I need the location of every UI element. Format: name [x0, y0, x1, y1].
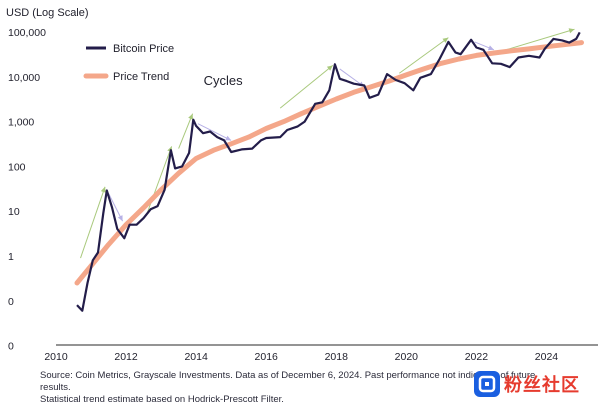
x-tick-label: 2018 [325, 351, 349, 363]
x-tick-label: 2014 [184, 351, 208, 363]
y-tick-label: 0 [8, 341, 14, 353]
cycle-up-arrow [80, 186, 106, 259]
cycle-down-arrow-head [487, 45, 494, 51]
y-tick-label: 1 [8, 251, 14, 263]
y-axis-title: USD (Log Scale) [6, 7, 89, 19]
y-tick-label: 100,000 [8, 27, 46, 39]
y-tick-label: 10,000 [8, 72, 40, 84]
x-tick-label: 2020 [395, 351, 419, 363]
y-tick-label: 0 [8, 296, 14, 308]
source-line-1: Source: Coin Metrics, Grayscale Investme… [40, 370, 536, 393]
x-tick-labels: 2010 2012 2014 2016 2018 2020 2022 2024 [44, 351, 558, 363]
cycle-up-arrow [399, 37, 449, 74]
y-tick-label: 1,000 [8, 117, 34, 129]
legend: Bitcoin Price Price Trend [83, 43, 174, 83]
cycle-up-arrow-head [326, 65, 333, 71]
x-tick-label: 2012 [114, 351, 138, 363]
x-tick-label: 2010 [44, 351, 68, 363]
watermark-logo-icon [474, 371, 500, 397]
x-tick-label: 2022 [465, 351, 489, 363]
legend-label-bitcoin-price: Bitcoin Price [113, 43, 174, 55]
y-tick-label: 10 [8, 206, 20, 218]
watermark-text: 粉丝社区 [504, 375, 580, 396]
x-tick-label: 2024 [535, 351, 559, 363]
cycle-up-arrow [279, 64, 334, 109]
cycle-up-arrow-head [100, 186, 106, 193]
legend-label-price-trend: Price Trend [113, 71, 169, 83]
price-trend-line [74, 40, 584, 286]
cycle-down-arrow-head [117, 215, 123, 222]
y-tick-label: 100 [8, 161, 26, 173]
cycle-arrows [80, 28, 575, 259]
cycle-down-arrow-head [225, 135, 232, 141]
source-line-2: Statistical trend estimate based on Hodr… [40, 394, 284, 405]
cycles-annotation: Cycles [204, 73, 244, 88]
x-tick-label: 2016 [255, 351, 279, 363]
cycle-up-arrow-head [568, 28, 575, 34]
source-note: Source: Coin Metrics, Grayscale Investme… [40, 370, 560, 406]
bitcoin-price-line [76, 31, 581, 312]
cycle-up-arrow [178, 113, 194, 149]
cycle-up-arrow-head [442, 37, 449, 43]
cycle-up-arrow-head [188, 113, 193, 120]
watermark: 粉丝社区 [474, 369, 596, 399]
cycle-down-arrow [197, 123, 232, 141]
